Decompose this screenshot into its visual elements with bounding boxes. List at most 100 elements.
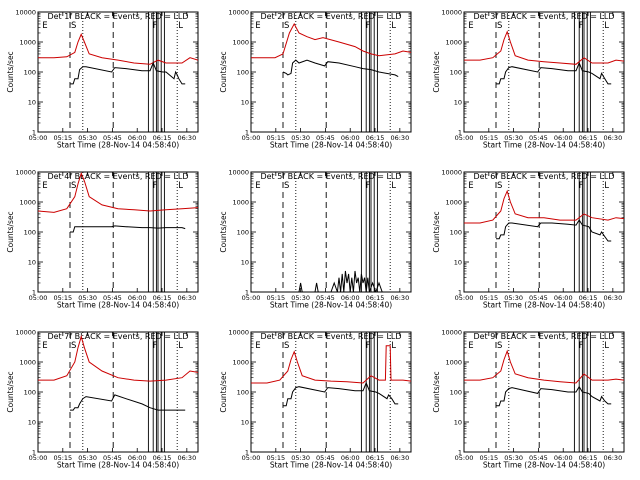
chart-panel: Det 9f BLACK = Events, RED = LLD 1 10 100 10… (432, 329, 625, 470)
chart-title: Det 7f BLACK = Events, RED = LLD (47, 332, 188, 341)
y-tick-label: 1 (245, 289, 249, 297)
y-tick-label: 10000 (15, 9, 36, 17)
plot-frame (463, 171, 625, 293)
y-axis-label: Counts/sec (6, 211, 15, 252)
x-axis-label: Start Time (28-Nov-14 04:58:40) (483, 301, 605, 310)
x-tick-label: 05:00 (29, 294, 48, 302)
x-axis-label: Start Time (28-Nov-14 04:58:40) (270, 141, 392, 150)
flag-label: L (178, 21, 183, 31)
x-tick-label: 05:45 (529, 134, 548, 142)
x-tick-label: 05:00 (29, 134, 48, 142)
events-line (70, 394, 186, 411)
x-axis-label: Start Time (28-Nov-14 04:58:40) (270, 301, 392, 310)
x-axis-label: Start Time (28-Nov-14 04:58:40) (57, 461, 179, 470)
x-tick-label: 06:30 (177, 454, 196, 462)
x-tick-label: 05:00 (455, 294, 474, 302)
events-line (70, 61, 186, 85)
x-tick-label: 05:45 (316, 134, 335, 142)
y-tick-label: 10000 (441, 169, 462, 177)
x-tick-label: 06:30 (390, 454, 409, 462)
flag-label: S (284, 341, 289, 351)
x-axis-label: Start Time (28-Nov-14 04:58:40) (483, 461, 605, 470)
y-axis-label: Counts/sec (219, 51, 228, 92)
y-tick-label: 1000 (232, 199, 249, 207)
flag-label: L (604, 21, 609, 31)
chart-title: Det 3f BLACK = Events, RED = LLD (473, 12, 614, 21)
x-tick-label: 06:00 (554, 294, 573, 302)
x-tick-label: 06:15 (366, 294, 385, 302)
data-series (38, 334, 198, 411)
y-tick-label: 1 (32, 449, 36, 457)
y-axis-label: Counts/sec (432, 51, 441, 92)
flag-label: F (153, 21, 158, 31)
flag-label: E (255, 21, 260, 31)
x-tick-label: 05:30 (291, 134, 310, 142)
marker-lines (495, 172, 604, 292)
x-tick-label: 05:45 (103, 134, 122, 142)
x-tick-label: 06:00 (554, 454, 573, 462)
y-tick-label: 1 (245, 449, 249, 457)
x-tick-label: 05:30 (78, 454, 97, 462)
lld-line (38, 334, 198, 382)
y-tick-label: 1 (458, 289, 462, 297)
flag-label: F (579, 21, 584, 31)
y-tick-label: 1000 (19, 39, 36, 47)
y-tick-label: 100 (24, 69, 36, 77)
y-tick-label: 100 (24, 389, 36, 397)
x-tick-label: 06:15 (579, 134, 598, 142)
flag-label: S (284, 21, 289, 31)
x-tick-label: 06:30 (390, 134, 409, 142)
marker-lines (495, 332, 604, 452)
y-tick-label: 10 (28, 259, 36, 267)
lld-line (38, 32, 198, 65)
x-tick-label: 06:30 (603, 134, 622, 142)
x-tick-label: 06:15 (579, 454, 598, 462)
flag-label: E (42, 181, 47, 191)
flag-label: F (153, 341, 158, 351)
x-axis-label: Start Time (28-Nov-14 04:58:40) (483, 141, 605, 150)
x-tick-label: 05:15 (266, 294, 285, 302)
x-tick-label: 05:00 (455, 454, 474, 462)
y-tick-label: 1 (32, 129, 36, 137)
plot-frame (250, 171, 412, 293)
y-tick-label: 10 (454, 99, 462, 107)
x-tick-label: 05:15 (479, 294, 498, 302)
x-tick-label: 05:30 (78, 294, 97, 302)
x-tick-label: 05:15 (266, 454, 285, 462)
plot-frame (250, 331, 412, 453)
flag-label: E (42, 341, 47, 351)
flag-label: F (579, 181, 584, 191)
plot-frame (250, 11, 412, 133)
y-tick-label: 1 (32, 289, 36, 297)
flag-label: E (468, 341, 473, 351)
flag-label: F (579, 341, 584, 351)
flag-label: L (391, 21, 396, 31)
lld-line (251, 22, 411, 59)
plot-frame (463, 331, 625, 453)
x-axis-label: Start Time (28-Nov-14 04:58:40) (57, 141, 179, 150)
y-tick-label: 100 (237, 69, 249, 77)
flag-label: F (366, 21, 371, 31)
y-tick-label: 1000 (19, 359, 36, 367)
lld-line (464, 189, 624, 224)
x-tick-label: 05:30 (291, 454, 310, 462)
x-tick-label: 05:00 (242, 454, 261, 462)
flag-label: L (604, 341, 609, 351)
y-tick-label: 1000 (232, 359, 249, 367)
y-tick-label: 1 (458, 449, 462, 457)
y-tick-label: 1000 (445, 199, 462, 207)
x-tick-label: 06:00 (128, 294, 147, 302)
x-tick-label: 06:00 (341, 294, 360, 302)
lld-line (251, 345, 411, 384)
chart-panel: Det 8f BLACK = Events, RED = LLD 1 10 100 10… (219, 329, 412, 470)
y-tick-label: 10 (28, 99, 36, 107)
x-tick-label: 06:30 (390, 294, 409, 302)
flag-label: E (255, 341, 260, 351)
x-tick-label: 06:00 (554, 134, 573, 142)
y-tick-label: 100 (450, 389, 462, 397)
y-tick-label: 10 (454, 419, 462, 427)
data-series (464, 349, 624, 407)
data-series (38, 32, 198, 85)
chart-title: Det 9f BLACK = Events, RED = LLD (473, 332, 614, 341)
